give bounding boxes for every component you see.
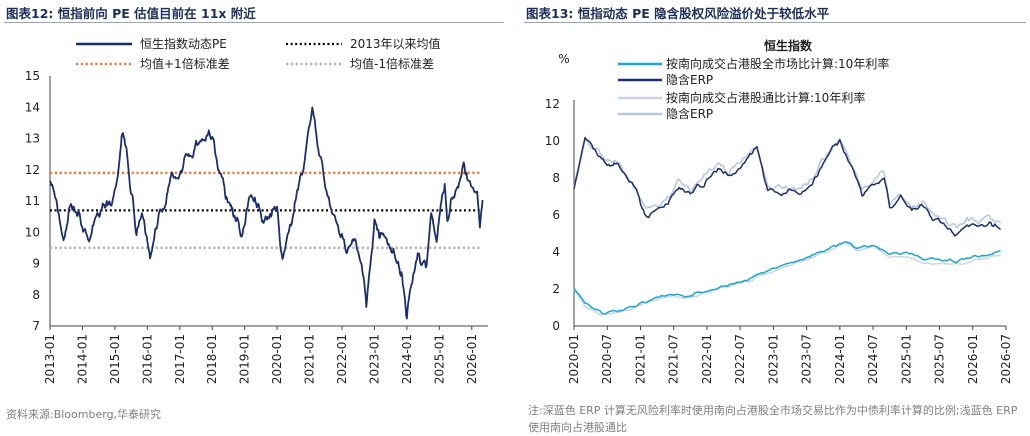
x-tick-label: 2023-07 — [800, 334, 814, 384]
x-tick-label: 2025-01 — [432, 334, 446, 384]
x-tick-label: 2021-07 — [667, 334, 681, 384]
x-tick-label: 2026-01 — [966, 334, 980, 384]
left-figure: 图表12: 恒指前向 PE 估值目前在 11x 附近 7 8 9 10 11 12 13 14… — [0, 0, 508, 434]
x-tick-label: 2020-01 — [567, 334, 581, 384]
x-tick-label: 2025-01 — [899, 334, 913, 384]
y-tick-label: 10 — [25, 225, 40, 239]
erp-chart: 恒生指数% 0 2 4 6 8 10 12 2020-01 2020-07 2021-01 2021-… — [545, 38, 1013, 384]
y-tick-label: 2 — [552, 282, 560, 296]
x-tick-label: 2022-01 — [700, 334, 714, 384]
x-tick-label: 2020-01 — [270, 334, 284, 384]
x-tick-label: 2023-01 — [367, 334, 381, 384]
x-tick-label: 2016-01 — [140, 334, 154, 384]
y-tick-label: 15 — [25, 69, 40, 83]
right-figure: 图表13: 恒指动态 PE 隐含股权风险溢价处于较低水平 恒生指数% 0 2 4 6 8 1… — [520, 0, 1030, 434]
right-figure-title: 图表13: 恒指动态 PE 隐含股权风险溢价处于较低水平 — [526, 6, 830, 21]
chart-title: 恒生指数 — [764, 38, 813, 53]
y-tick-label: 4 — [552, 245, 560, 259]
y-axis-unit: % — [558, 52, 569, 66]
y-tick-label: 8 — [552, 171, 560, 185]
legend-label: 均值+1倍标准差 — [140, 56, 230, 71]
legend-label: 均值-1倍标准差 — [350, 56, 434, 71]
y-tick-label: 14 — [25, 100, 40, 114]
x-tick-label: 2025-07 — [933, 334, 947, 384]
pe-series-line — [49, 106, 484, 320]
rf-series-line — [573, 241, 1001, 315]
x-tick-label: 2018-01 — [205, 334, 219, 384]
x-tick-label: 2021-01 — [633, 334, 647, 384]
left-title-rule — [4, 22, 504, 23]
x-tick-label: 2022-07 — [733, 334, 747, 384]
legend-label: 恒生指数动态PE — [140, 36, 227, 51]
x-tick-label: 2026-07 — [999, 334, 1013, 384]
x-tick-label: 2013-01 — [43, 334, 57, 384]
x-tick-label: 2015-01 — [108, 334, 122, 384]
left-source-note: 资料来源:Bloomberg,华泰研究 — [6, 408, 162, 421]
x-tick-label: 2021-01 — [303, 334, 317, 384]
y-tick-label: 6 — [552, 208, 560, 222]
y-tick-label: 10 — [545, 134, 560, 148]
right-footnote: 注:深蓝色 ERP 计算无风险利率时使用南向占港股全市场交易比作为中债利率计算的… — [528, 404, 1018, 434]
legend-label: 隐含ERP — [666, 72, 713, 87]
erp-light-series-line — [573, 137, 1001, 229]
erp-series-line — [573, 136, 1002, 237]
y-tick-label: 9 — [32, 257, 40, 271]
x-tick-label: 2020-07 — [600, 334, 614, 384]
x-tick-label: 2014-01 — [75, 334, 89, 384]
x-tick-label: 2017-01 — [173, 334, 187, 384]
pe-chart: 7 8 9 10 11 12 13 14 15 2013-01 2014-01 2015-01 2016… — [25, 36, 488, 384]
legend-label: 隐含ERP — [666, 106, 713, 121]
right-title-rule — [524, 22, 1026, 23]
legend-label: 2013年以来均值 — [350, 36, 441, 51]
x-tick-label: 2024-01 — [833, 334, 847, 384]
x-tick-label: 2019-01 — [238, 334, 252, 384]
x-tick-label: 2026-01 — [465, 334, 479, 384]
y-tick-label: 11 — [25, 194, 40, 208]
y-tick-label: 13 — [25, 132, 40, 146]
left-figure-title: 图表12: 恒指前向 PE 估值目前在 11x 附近 — [6, 6, 256, 21]
x-tick-label: 2024-01 — [400, 334, 414, 384]
y-tick-label: 7 — [32, 319, 40, 333]
y-tick-label: 12 — [545, 97, 560, 111]
legend-label: 按南向成交占港股全市场比计算:10年利率 — [666, 56, 889, 71]
y-tick-label: 0 — [552, 319, 560, 333]
y-tick-label: 8 — [32, 288, 40, 302]
x-tick-label: 2023-01 — [766, 334, 780, 384]
x-tick-label: 2022-01 — [335, 334, 349, 384]
y-tick-label: 12 — [25, 163, 40, 177]
legend-label: 按南向成交占港股通比计算:10年利率 — [666, 90, 865, 105]
x-tick-label: 2024-07 — [866, 334, 880, 384]
